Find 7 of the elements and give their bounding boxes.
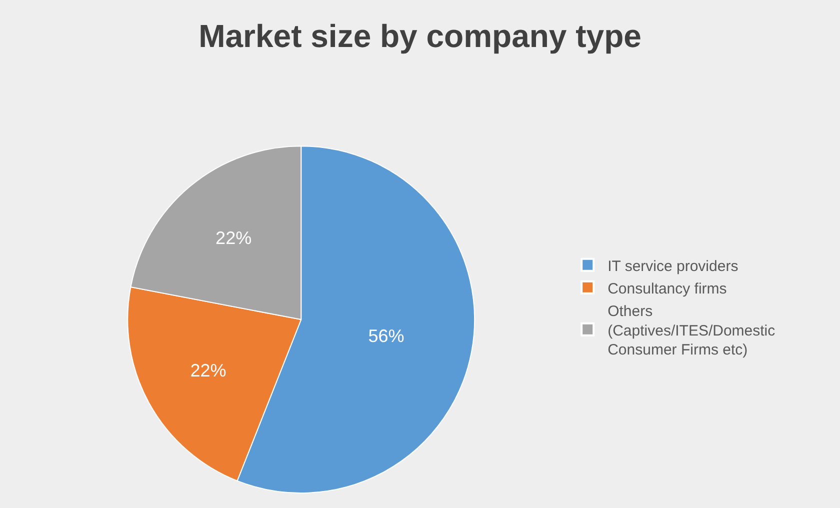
legend-label: IT service providers [608,258,738,275]
data-label: 22% [216,228,252,248]
data-label: 22% [190,360,226,381]
legend-label: Consultancy firms [608,280,727,298]
legend-label: Others (Captives/ITES/Domestic Consumer Firms etc) [608,302,776,359]
data-label: 56% [368,326,404,346]
chart-title: Market size by company type [198,18,642,54]
